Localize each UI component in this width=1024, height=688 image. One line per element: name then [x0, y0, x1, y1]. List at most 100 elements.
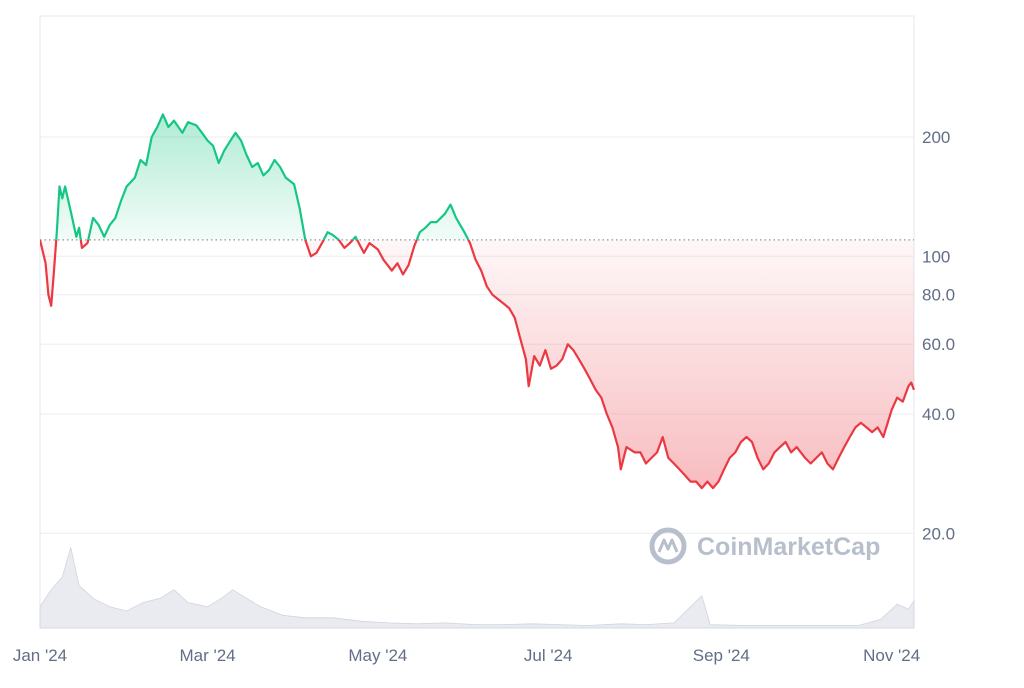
price-point: [299, 208, 301, 210]
price-point: [678, 468, 680, 470]
price-point: [860, 422, 862, 424]
area-below-baseline: [40, 239, 914, 489]
price-point: [39, 239, 41, 241]
price-point: [480, 270, 482, 272]
price-point: [140, 159, 142, 161]
price-point: [572, 349, 574, 351]
price-point: [768, 463, 770, 465]
price-point: [369, 242, 371, 244]
price-point: [773, 451, 775, 453]
price-point: [902, 401, 904, 403]
watermark: CoinMarketCap: [649, 527, 880, 565]
price-point: [723, 468, 725, 470]
price-point: [56, 231, 58, 233]
price-point: [600, 397, 602, 399]
price-point: [556, 365, 558, 367]
price-point: [729, 457, 731, 459]
price-point: [402, 273, 404, 275]
price-point: [589, 378, 591, 380]
price-point: [61, 197, 63, 199]
price-point: [539, 365, 541, 367]
price-point: [907, 385, 909, 387]
price-point: [103, 236, 105, 238]
price-point: [639, 451, 641, 453]
x-tick-label: Jan '24: [13, 646, 67, 665]
price-point: [419, 231, 421, 233]
price-point: [173, 120, 175, 122]
price-point: [561, 358, 563, 360]
price-point: [229, 140, 231, 142]
price-point: [391, 270, 393, 272]
x-tick-label: Sep '24: [693, 646, 750, 665]
price-point: [734, 451, 736, 453]
price-point: [673, 463, 675, 465]
price-point: [544, 349, 546, 351]
y-tick-label: 100: [922, 247, 950, 266]
price-point: [304, 239, 306, 241]
price-point: [469, 242, 471, 244]
price-point: [821, 451, 823, 453]
price-point: [162, 113, 164, 115]
price-point: [491, 294, 493, 296]
price-point: [913, 389, 915, 391]
price-lines: [39, 113, 915, 490]
price-point: [338, 239, 340, 241]
price-point: [201, 132, 203, 134]
price-point: [145, 164, 147, 166]
price-point: [455, 217, 457, 219]
x-tick-label: Mar '24: [179, 646, 235, 665]
price-point: [293, 183, 295, 185]
price-point: [757, 457, 759, 459]
price-point: [343, 247, 345, 249]
price-point: [832, 468, 834, 470]
price-point: [285, 177, 287, 179]
price-point: [854, 426, 856, 428]
price-point: [796, 446, 798, 448]
x-tick-label: May '24: [348, 646, 407, 665]
x-tick-label: Nov '24: [863, 646, 920, 665]
price-point: [871, 431, 873, 433]
price-point: [463, 231, 465, 233]
price-point: [533, 355, 535, 357]
price-point: [656, 451, 658, 453]
price-point: [584, 368, 586, 370]
price-point: [815, 457, 817, 459]
price-point: [424, 227, 426, 229]
price-point: [59, 186, 61, 188]
price-point: [98, 224, 100, 226]
price-point: [826, 463, 828, 465]
price-point: [212, 145, 214, 147]
price-point: [785, 441, 787, 443]
price-point: [151, 136, 153, 138]
price-point: [866, 426, 868, 428]
price-point: [810, 463, 812, 465]
price-point: [550, 368, 552, 370]
price-point: [595, 389, 597, 391]
price-point: [450, 204, 452, 206]
price-point: [804, 457, 806, 459]
price-point: [257, 162, 259, 164]
price-point: [843, 446, 845, 448]
price-point: [81, 247, 83, 249]
price-point: [617, 446, 619, 448]
y-axis: 200 100 80.0 60.0 40.0 20.0: [922, 128, 955, 543]
price-point: [268, 169, 270, 171]
price-point: [363, 252, 365, 254]
price-point: [662, 436, 664, 438]
price-point: [740, 441, 742, 443]
price-areas: [40, 114, 914, 489]
price-point: [519, 338, 521, 340]
price-point: [92, 217, 94, 219]
price-point: [508, 307, 510, 309]
price-point: [310, 255, 312, 257]
price-point: [611, 426, 613, 428]
price-point: [746, 436, 748, 438]
y-tick-label: 200: [922, 128, 950, 147]
price-point: [396, 262, 398, 264]
price-point: [838, 457, 840, 459]
price-point: [235, 132, 237, 134]
price-point: [896, 397, 898, 399]
price-point: [383, 259, 385, 261]
watermark-text: CoinMarketCap: [697, 533, 880, 561]
